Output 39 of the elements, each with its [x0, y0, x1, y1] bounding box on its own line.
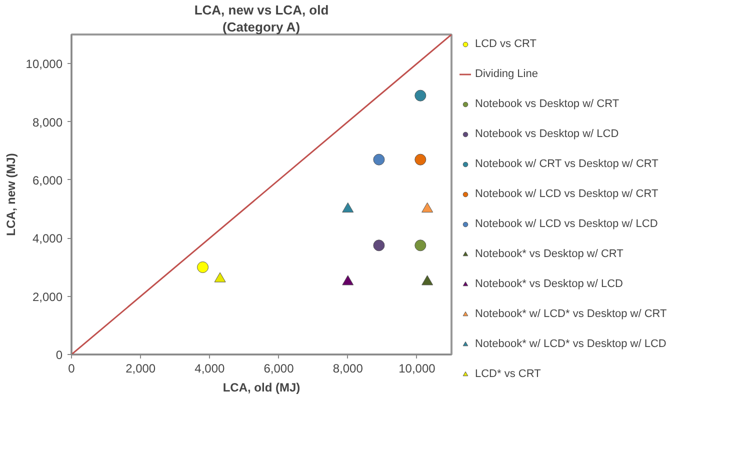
point — [414, 154, 426, 166]
legend-label: Notebook vs Desktop w/ LCD — [475, 127, 619, 141]
x-tick-label: 8,000 — [332, 362, 364, 376]
point — [197, 261, 209, 273]
point — [373, 154, 385, 166]
x-tick-label: 4,000 — [194, 362, 226, 376]
y-tick-label: 8,000 — [32, 115, 63, 130]
point — [373, 240, 385, 252]
point — [414, 90, 426, 102]
point — [422, 275, 434, 286]
x-tick-label: 2,000 — [126, 362, 156, 376]
legend-label: LCD* vs CRT — [475, 367, 541, 381]
x-tick-label: 10,000 — [398, 362, 436, 376]
point — [422, 202, 434, 212]
legend-label: Notebook w/ LCD vs Desktop w/ CRT — [475, 187, 658, 201]
legend-label: Notebook vs Desktop w/ CRT — [475, 97, 620, 111]
legend-label: LCD vs CRT — [475, 37, 537, 51]
legend-label: Notebook* vs Desktop w/ LCD — [475, 277, 623, 291]
chart-title: LCA, new vs LCA, old — [194, 2, 329, 18]
legend-label: Dividing Line — [475, 67, 538, 81]
y-tick-label: 0 — [56, 348, 63, 362]
legend-label: Notebook w/ CRT vs Desktop w/ CRT — [475, 157, 658, 171]
point — [414, 240, 426, 252]
point — [342, 275, 354, 286]
y-tick-label: 10,000 — [26, 57, 63, 72]
y-tick-label: 2,000 — [32, 290, 63, 304]
y-tick-label: 6,000 — [32, 173, 63, 188]
y-axis-title: LCA, new (MJ) — [4, 153, 18, 236]
legend-label: Notebook* vs Desktop w/ CRT — [475, 247, 624, 261]
y-tick-label: 4,000 — [32, 232, 63, 246]
legend-label: Notebook* w/ LCD* vs Desktop w/ CRT — [475, 307, 667, 321]
legend-label: Notebook* w/ LCD* vs Desktop w/ LCD — [475, 337, 666, 351]
point — [214, 272, 226, 282]
chart-subtitle: (Category A) — [222, 20, 300, 34]
x-tick-label: 0 — [68, 362, 76, 376]
x-axis-title: LCA, old (MJ) — [222, 380, 300, 394]
point — [342, 202, 354, 212]
legend-label: Notebook w/ LCD vs Desktop w/ LCD — [475, 217, 658, 231]
x-tick-label: 6,000 — [264, 362, 294, 376]
